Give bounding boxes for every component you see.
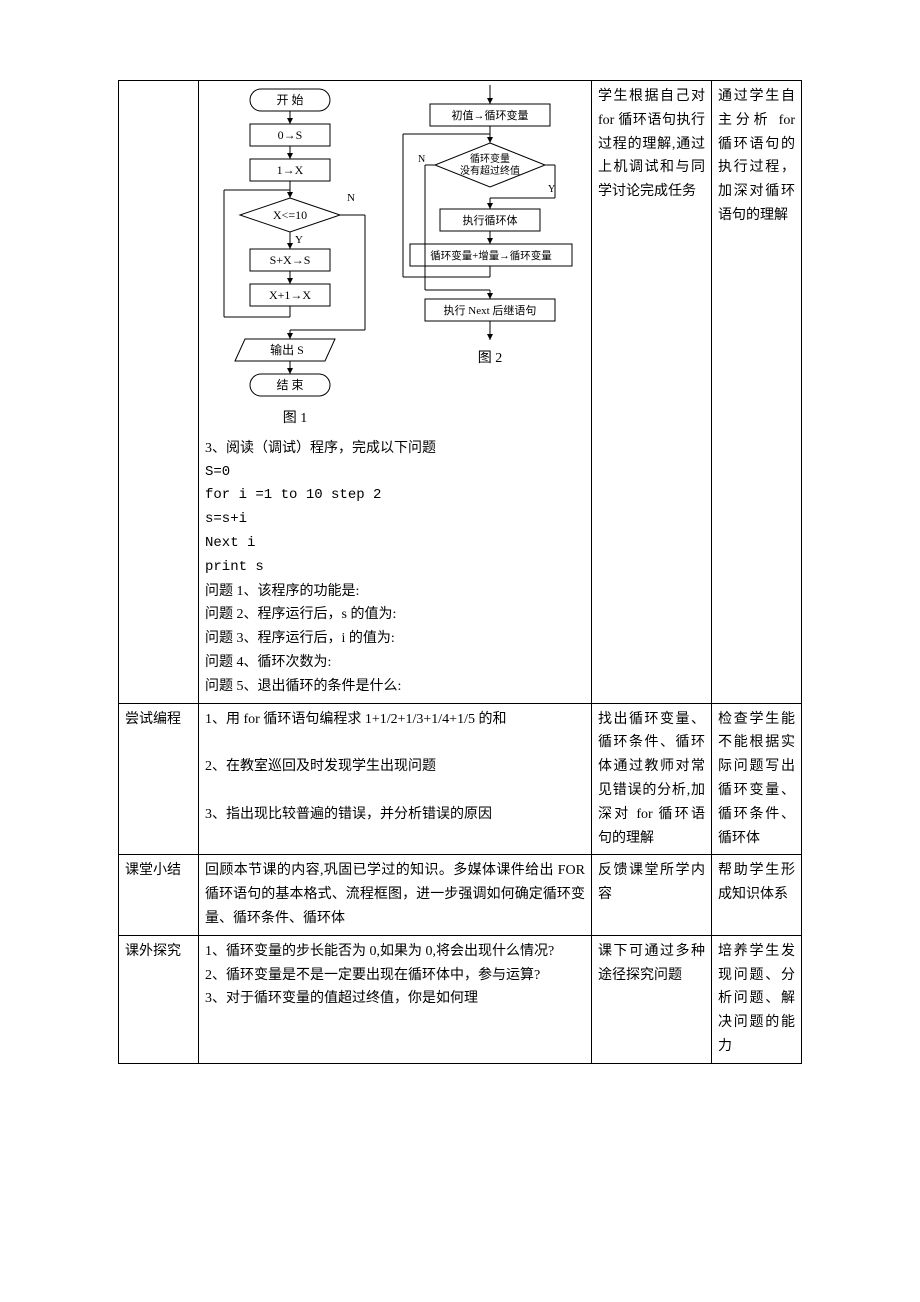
- try-item: 3、指出现比较普遍的错误，并分析错误的原因: [205, 803, 585, 827]
- flowchart2-caption: 图 2: [395, 347, 585, 371]
- code-line: Next i: [205, 532, 585, 556]
- code-line: print s: [205, 556, 585, 580]
- try-item: [205, 731, 585, 755]
- table-row: 尝试编程 1、用 for 循环语句编程求 1+1/2+1/3+1/4+1/5 的…: [119, 703, 802, 855]
- content-cell: 回顾本节课的内容,巩固已学过的知识。多媒体课件给出 FOR 循环语句的基本格式、…: [199, 855, 592, 935]
- table-row: 课外探究 1、循环变量的步长能否为 0,如果为 0,将会出现什么情况? 2、循环…: [119, 935, 802, 1063]
- no-label2: N: [418, 154, 425, 165]
- lesson-plan-table: 开 始 0→S 1→X X<=10 N Y: [118, 80, 802, 1064]
- flowchart1-caption: 图 1: [205, 407, 385, 431]
- flowchart2-svg: 初值→循环变量 循环变量 没有超过终值 Y N 执行循环体: [395, 85, 585, 345]
- flowchart-1: 开 始 0→S 1→X X<=10 N Y: [205, 85, 385, 431]
- design-intent-cell: 通过学生自主分析 for 循环语句的执行过程，加深对循环语句的理解: [712, 81, 802, 704]
- node-cond2-label2: 没有超过终值: [460, 164, 520, 177]
- try-item: [205, 779, 585, 803]
- code-line: for i =1 to 10 step 2: [205, 484, 585, 508]
- no-label: N: [347, 192, 355, 204]
- extra-item: 1、循环变量的步长能否为 0,如果为 0,将会出现什么情况?: [205, 940, 585, 964]
- question-line: 问题 2、程序运行后，s 的值为:: [205, 603, 585, 627]
- node-next-label: 执行 Next 后继语句: [444, 303, 537, 317]
- table-row: 课堂小结 回顾本节课的内容,巩固已学过的知识。多媒体课件给出 FOR 循环语句的…: [119, 855, 802, 935]
- student-activity-cell: 找出循环变量、循环条件、循环体通过教师对常见错误的分析,加深对 for 循环语句…: [592, 703, 712, 855]
- student-activity-cell: 反馈课堂所学内容: [592, 855, 712, 935]
- node-s0-label: 0→S: [278, 128, 303, 142]
- question-line: 问题 4、循环次数为:: [205, 651, 585, 675]
- design-intent-cell: 培养学生发现问题、分析问题、解决问题的能力: [712, 935, 802, 1063]
- node-sx-label: S+X→S: [270, 253, 311, 267]
- node-start-label: 开 始: [276, 93, 303, 107]
- node-out-label: 输出 S: [270, 342, 304, 357]
- q3-title: 3、阅读（调试）程序，完成以下问题: [205, 437, 585, 461]
- question-line: 问题 1、该程序的功能是:: [205, 580, 585, 604]
- node-end-label: 结 束: [276, 378, 303, 392]
- content-cell: 开 始 0→S 1→X X<=10 N Y: [199, 81, 592, 704]
- content-cell: 1、循环变量的步长能否为 0,如果为 0,将会出现什么情况? 2、循环变量是不是…: [199, 935, 592, 1063]
- question-line: 问题 3、程序运行后，i 的值为:: [205, 627, 585, 651]
- yes-label2: Y: [548, 184, 555, 195]
- node-body-label: 执行循环体: [463, 213, 518, 227]
- content-cell: 1、用 for 循环语句编程求 1+1/2+1/3+1/4+1/5 的和 2、在…: [199, 703, 592, 855]
- table-row: 开 始 0→S 1→X X<=10 N Y: [119, 81, 802, 704]
- row-label-cell: [119, 81, 199, 704]
- yes-label: Y: [295, 234, 303, 246]
- row-label-cell: 尝试编程: [119, 703, 199, 855]
- code-line: s=s+i: [205, 508, 585, 532]
- node-cond2-label1: 循环变量: [470, 152, 510, 165]
- node-inc-label: 循环变量+增量→循环变量: [430, 249, 552, 262]
- design-intent-cell: 帮助学生形成知识体系: [712, 855, 802, 935]
- student-activity-cell: 学生根据自己对 for 循环语句执行过程的理解,通过上机调试和与同学讨论完成任务: [592, 81, 712, 704]
- question-line: 问题 5、退出循环的条件是什么:: [205, 675, 585, 699]
- flowchart-2: 初值→循环变量 循环变量 没有超过终值 Y N 执行循环体: [395, 85, 585, 431]
- row-label-cell: 课外探究: [119, 935, 199, 1063]
- flowchart1-svg: 开 始 0→S 1→X X<=10 N Y: [210, 85, 380, 405]
- flowcharts-container: 开 始 0→S 1→X X<=10 N Y: [205, 85, 585, 431]
- code-line: S=0: [205, 461, 585, 485]
- node-cond-label: X<=10: [273, 208, 307, 222]
- node-init-label: 初值→循环变量: [452, 108, 529, 122]
- design-intent-cell: 检查学生能不能根据实际问题写出循环变量、循环条件、循环体: [712, 703, 802, 855]
- row-label-cell: 课堂小结: [119, 855, 199, 935]
- extra-item: 2、循环变量是不是一定要出现在循环体中，参与运算?: [205, 964, 585, 988]
- try-item: 1、用 for 循环语句编程求 1+1/2+1/3+1/4+1/5 的和: [205, 708, 585, 732]
- student-activity-cell: 课下可通过多种途径探究问题: [592, 935, 712, 1063]
- try-item: 2、在教室巡回及时发现学生出现问题: [205, 755, 585, 779]
- document-page: 开 始 0→S 1→X X<=10 N Y: [0, 0, 920, 1124]
- extra-item: 3、对于循环变量的值超过终值，你是如何理: [205, 987, 585, 1011]
- node-xp-label: X+1→X: [269, 288, 311, 302]
- node-x1-label: 1→X: [277, 163, 304, 177]
